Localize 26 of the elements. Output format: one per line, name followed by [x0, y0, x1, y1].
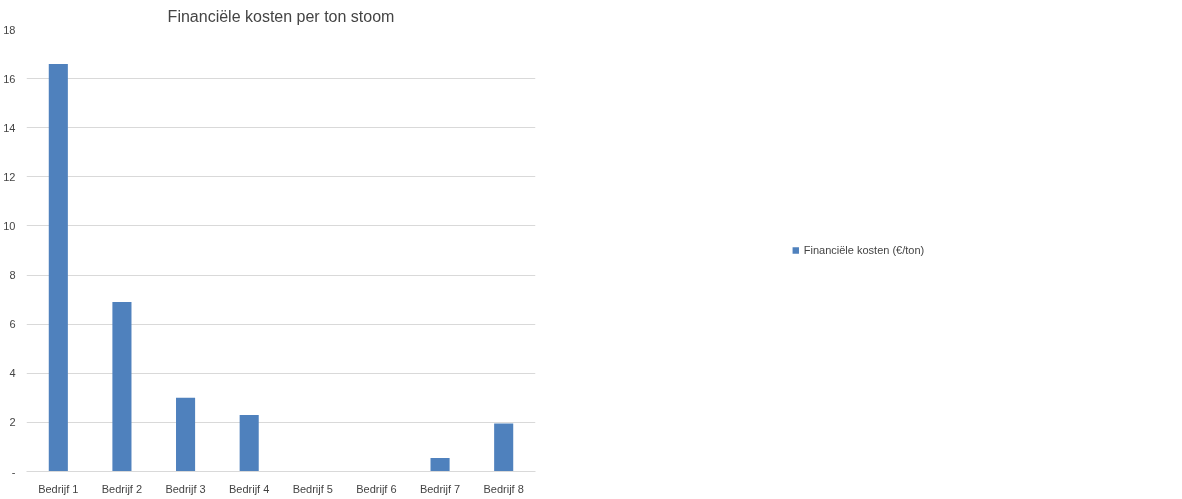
y-tick-label: 14 [3, 121, 16, 134]
x-tick-label: Bedrijf 3 [165, 482, 206, 495]
y-tick-label: 2 [9, 416, 16, 429]
y-tick-label: 4 [9, 367, 16, 380]
x-tick-label: Bedrijf 6 [356, 482, 397, 495]
chart-title: Financiële kosten per ton stoom [167, 7, 395, 25]
bar [176, 397, 196, 472]
x-tick-label: Bedrijf 4 [229, 482, 270, 495]
bar [112, 302, 132, 472]
legend-label: Financiële kosten (€/ton) [803, 244, 925, 256]
bar [430, 457, 450, 472]
bar [48, 63, 68, 472]
y-tick-label: 10 [3, 219, 16, 232]
x-tick-label: Bedrijf 7 [419, 482, 461, 495]
y-tick-label: - [11, 465, 16, 478]
y-tick-label: 18 [3, 23, 16, 36]
y-tick-label: 12 [3, 170, 16, 183]
bar [494, 423, 514, 472]
y-tick-label: 16 [3, 72, 16, 85]
x-tick-label: Bedrijf 5 [292, 482, 333, 495]
x-tick-label: Bedrijf 2 [101, 482, 143, 495]
bar [239, 415, 259, 472]
x-tick-label: Bedrijf 1 [38, 482, 79, 495]
x-tick-label: Bedrijf 8 [483, 482, 524, 495]
y-tick-label: 6 [9, 318, 16, 331]
y-tick-label: 8 [9, 269, 16, 282]
